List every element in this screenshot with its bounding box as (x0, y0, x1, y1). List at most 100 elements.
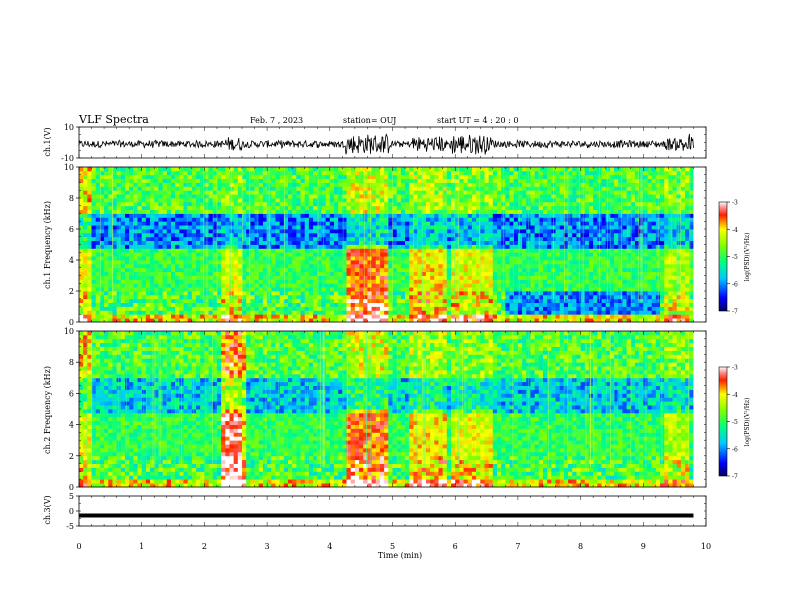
spectrogram-cell (588, 182, 594, 187)
spectrogram-cell (300, 201, 306, 207)
spectrogram-cell (409, 291, 414, 296)
spectrogram-cell (463, 318, 469, 323)
spectrogram-cell (559, 291, 565, 296)
spectrogram-cell (593, 318, 598, 323)
spectrogram-cell (108, 167, 113, 172)
spectrogram-cell (497, 182, 502, 187)
spectrogram-cell (150, 174, 155, 180)
spectrogram-cell (363, 178, 368, 183)
spectrogram-cell (509, 314, 515, 319)
spectrogram-cell (304, 201, 310, 207)
spectrogram-cell (446, 279, 452, 284)
spectrogram-cell (124, 182, 130, 187)
spectrogram-cell (421, 287, 427, 292)
spectrogram-cell (120, 209, 126, 214)
spectrogram-cell (120, 182, 126, 187)
spectrogram-cell (542, 174, 548, 180)
spectrogram-cell (325, 306, 331, 311)
spectrogram-cell (95, 287, 101, 292)
spectrogram-cell (379, 170, 385, 176)
spectrogram-cell (191, 287, 197, 292)
spectrogram-cell (434, 314, 439, 319)
spectrogram-cell (388, 194, 393, 199)
spectrogram-cell (346, 190, 352, 195)
spectrogram-cell (145, 225, 151, 230)
spectrogram-cell (212, 314, 218, 319)
spectrogram-cell (225, 283, 230, 288)
spectrogram-cell (87, 244, 92, 249)
spectrogram-cell (325, 271, 331, 276)
spectrogram-cell (304, 167, 310, 172)
spectrogram-cell (242, 205, 247, 211)
spectrogram-cell (509, 256, 515, 261)
spectrogram-cell (484, 271, 490, 276)
spectrogram-cell (467, 178, 473, 183)
spectrogram-cell (442, 248, 448, 253)
spectrogram-cell (455, 263, 460, 269)
spectrogram-cell (229, 310, 235, 315)
spectrogram-cell (384, 186, 389, 191)
spectrogram-cell (304, 302, 310, 307)
spectrogram-cell (346, 217, 352, 222)
spectrogram-cell (430, 260, 435, 265)
spectrogram-cell (342, 263, 347, 269)
spectrogram-cell (296, 287, 301, 292)
spectrogram-cell (568, 275, 573, 280)
spectrogram-cell (179, 267, 184, 273)
spectrogram-cell (484, 283, 490, 288)
spectrogram-cell (333, 306, 339, 311)
spectrogram-cell (576, 279, 581, 284)
spectrogram-cell (329, 306, 335, 311)
spectrogram-cell (191, 221, 197, 226)
spectrogram-cell (405, 205, 410, 211)
spectrogram-cell (300, 190, 306, 195)
spectrogram-cell (112, 291, 118, 296)
spectrogram-cell (367, 213, 372, 218)
spectrogram-cell (279, 267, 285, 273)
spectrogram-cell (522, 298, 527, 304)
spectrogram-cell (183, 260, 189, 265)
spectrogram-cell (463, 252, 469, 257)
spectrogram-cell (467, 194, 473, 199)
spectrogram-cell (124, 190, 130, 195)
spectrogram-cell (317, 306, 322, 311)
spectrogram-cell (317, 232, 322, 238)
spectrogram-cell (409, 221, 414, 226)
spectrogram-cell (459, 291, 464, 296)
spectrogram-cell (104, 283, 109, 288)
spectrogram-cell (392, 302, 398, 307)
spectrogram-cell (455, 232, 460, 238)
spectrogram-cell (221, 279, 226, 284)
spectrogram-cell (175, 217, 180, 222)
spectrogram-cell (497, 167, 502, 172)
spectrogram-cell (396, 201, 402, 207)
spectrogram-cell (137, 252, 143, 257)
spectrogram-cell (438, 263, 444, 269)
spectrogram-cell (367, 186, 372, 191)
spectrogram-cell (588, 209, 594, 214)
spectrogram-cell (342, 267, 347, 273)
spectrogram-cell (563, 318, 569, 323)
spectrogram-cell (187, 170, 193, 176)
spectrogram-cell (359, 256, 364, 261)
spectrogram-cell (463, 306, 469, 311)
spectrogram-cell (120, 229, 126, 234)
spectrogram-cell (87, 213, 92, 218)
spectrogram-cell (442, 229, 448, 234)
spectrogram-cell (434, 287, 439, 292)
spectrogram-cell (141, 190, 147, 195)
spectrogram-cell (547, 256, 552, 261)
spectrogram-cell (162, 236, 168, 242)
spectrogram-cell (329, 236, 335, 242)
spectrogram-cell (363, 298, 368, 304)
spectrogram-cell (367, 310, 372, 315)
spectrogram-cell (388, 178, 393, 183)
spectrogram-cell (509, 186, 515, 191)
spectrogram-cell (459, 306, 464, 311)
spectrogram-cell (258, 217, 264, 222)
spectrogram-cell (187, 213, 193, 218)
spectrogram-cell (133, 232, 138, 238)
spectrogram-cell (421, 232, 427, 238)
spectrogram-cell (522, 291, 527, 296)
spectrogram-cell (112, 294, 118, 300)
